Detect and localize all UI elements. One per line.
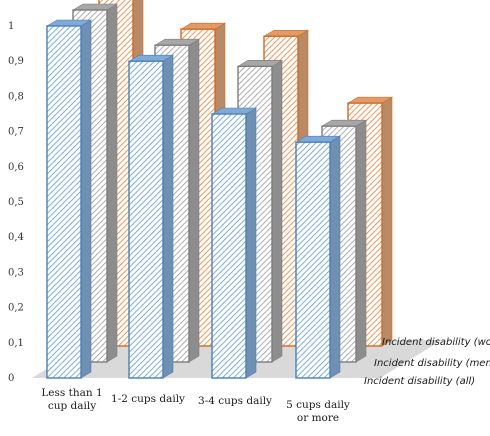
series-label: Incident disability (women) <box>382 337 490 348</box>
x-category-label: 3-4 cups daily <box>198 395 272 407</box>
depth-axis: Incident disability (all) Incident disabi… <box>364 337 490 387</box>
y-axis: 0 0,1 0,2 0,3 0,4 0,5 0,6 0,7 0,8 0,9 1 <box>8 21 24 384</box>
y-tick-label: 0,8 <box>8 91 24 102</box>
y-tick-label: 0,9 <box>8 56 24 67</box>
bars <box>45 0 394 379</box>
bar <box>294 135 342 379</box>
bar-side <box>106 3 118 363</box>
bar-side <box>80 19 92 379</box>
y-tick-label: 0,7 <box>8 127 24 138</box>
y-tick-label: 0,5 <box>8 197 24 208</box>
y-tick-label: 0 <box>8 373 14 384</box>
y-tick-label: 0,6 <box>8 162 24 173</box>
bar-side <box>245 107 257 379</box>
y-tick-label: 1 <box>8 21 14 32</box>
bar-side <box>329 135 341 379</box>
bar-side <box>381 96 393 347</box>
bar-front <box>128 60 164 379</box>
y-tick-label: 0,3 <box>8 267 24 278</box>
bar-front <box>46 25 82 379</box>
bar-side <box>188 38 200 363</box>
bar <box>127 54 175 379</box>
x-axis: Less than 1 cup daily 1-2 cups daily 3-4 cu… <box>41 387 350 424</box>
bar-front <box>295 141 331 379</box>
bar <box>45 19 93 379</box>
x-category-label: 1-2 cups daily <box>111 393 185 405</box>
bar-side <box>162 54 174 379</box>
series-label: Incident disability (men) <box>374 358 490 369</box>
bar-side <box>271 59 283 363</box>
y-tick-label: 0,4 <box>8 232 24 243</box>
bar <box>210 107 258 379</box>
x-category-label: Less than 1 cup daily <box>41 387 102 412</box>
y-tick-label: 0,1 <box>8 338 24 349</box>
y-tick-label: 0,2 <box>8 303 24 314</box>
x-category-label: 5 cups daily or more <box>286 399 350 424</box>
bar-front <box>211 113 247 379</box>
series-label: Incident disability (all) <box>364 376 475 387</box>
bar-side <box>355 119 367 363</box>
